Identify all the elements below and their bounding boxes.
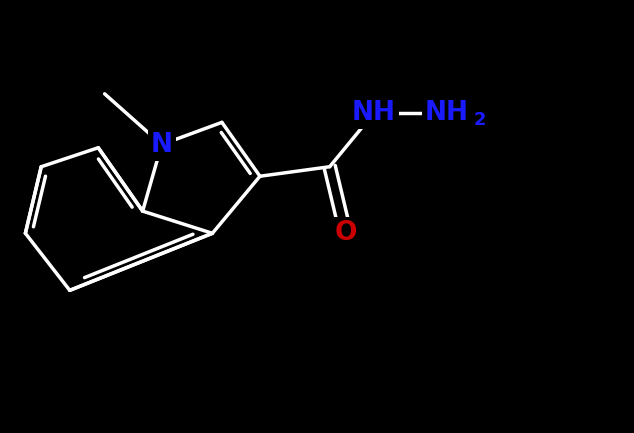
Text: 2: 2 <box>474 111 486 129</box>
Text: NH: NH <box>425 100 469 126</box>
Text: NH: NH <box>352 100 396 126</box>
Text: O: O <box>334 220 357 246</box>
Text: N: N <box>151 132 172 158</box>
